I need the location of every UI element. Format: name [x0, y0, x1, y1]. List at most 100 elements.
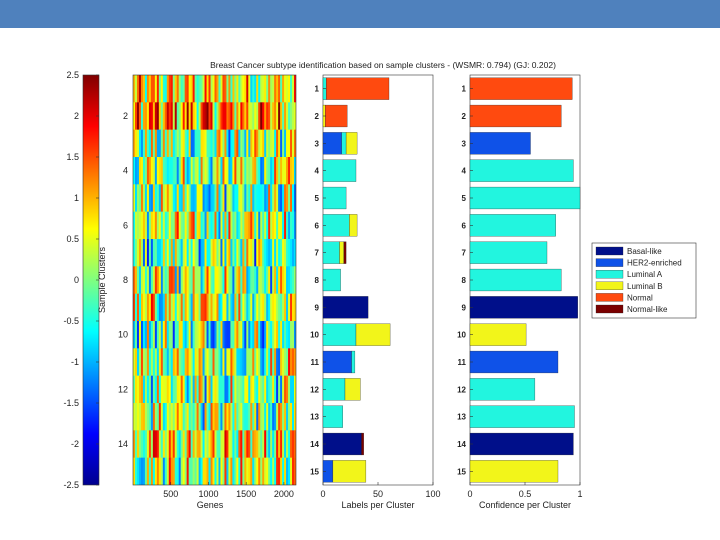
- confidence-bar: [469, 405, 575, 428]
- heatmap-cell: [274, 239, 277, 267]
- heatmap-cell: [136, 157, 140, 185]
- heatmap-cell: [226, 239, 229, 267]
- heatmap-cell: [148, 403, 152, 431]
- heatmap-ytick-label: 2: [123, 111, 128, 121]
- heatmap-cell: [230, 239, 233, 267]
- heatmap-cell: [162, 75, 166, 103]
- heatmap-cell: [246, 321, 249, 349]
- heatmap-cell: [170, 129, 174, 158]
- heatmap-cell: [190, 102, 194, 130]
- heatmap-cell: [186, 266, 190, 294]
- heatmap-cell: [152, 293, 156, 322]
- heatmap-cell: [262, 457, 265, 485]
- heatmap-cell: [260, 129, 263, 158]
- heatmap-cell: [210, 403, 213, 431]
- heatmap-cell: [226, 293, 229, 322]
- heatmap-cell: [142, 157, 146, 185]
- heatmap-cell: [242, 266, 245, 294]
- heatmap-cell: [236, 211, 239, 240]
- heatmap-cell: [170, 266, 174, 294]
- heatmap-cell: [133, 430, 136, 458]
- heatmap-cell: [244, 211, 247, 240]
- heatmap-cell: [220, 75, 223, 103]
- heatmap-cell: [184, 75, 188, 103]
- heatmap-cell: [134, 266, 138, 294]
- heatmap-cell: [250, 321, 253, 349]
- heatmap-cell: [154, 375, 158, 404]
- heatmap-cell: [178, 375, 182, 404]
- heatmap-cell: [232, 75, 235, 103]
- heatmap-cell: [180, 75, 184, 103]
- heatmap-cell: [196, 75, 199, 103]
- heatmap-cell: [252, 102, 255, 130]
- heatmap-cell: [254, 266, 257, 294]
- heatmap-cell: [152, 211, 156, 240]
- heatmap-cell: [164, 129, 168, 158]
- heatmap-cell: [142, 293, 146, 322]
- heatmap-cell: [270, 403, 273, 431]
- heatmap-ytick-label: 12: [118, 384, 128, 394]
- heatmap-cell: [148, 430, 152, 458]
- heatmap-cell: [142, 75, 146, 103]
- heatmap-cell: [240, 403, 243, 431]
- heatmap-cell: [290, 266, 293, 294]
- heatmap-cell: [146, 184, 150, 212]
- heatmap-cell: [222, 321, 225, 349]
- heatmap-cell: [202, 457, 205, 485]
- heatmap-cell: [282, 375, 285, 404]
- heatmap-cell: [250, 430, 253, 458]
- heatmap-cell: [182, 239, 186, 267]
- heatmap-cell: [216, 211, 219, 240]
- heatmap-cell: [284, 129, 287, 158]
- heatmap-cell: [214, 321, 217, 349]
- heatmap-cell: [294, 75, 296, 103]
- heatmap-cell: [210, 184, 213, 212]
- heatmap-cell: [190, 266, 194, 294]
- heatmap-cell: [244, 239, 247, 267]
- heatmap-cell: [182, 75, 186, 103]
- heatmap-cell: [204, 375, 207, 404]
- heatmap-cell: [148, 321, 152, 349]
- heatmap-cell: [192, 430, 196, 458]
- heatmap-cell: [134, 321, 138, 349]
- labels-bar-segment: [322, 350, 352, 374]
- heatmap-cell: [260, 157, 263, 185]
- heatmap-cell: [290, 75, 293, 103]
- confidence-bar: [469, 77, 573, 100]
- heatmap-cell: [256, 75, 259, 103]
- heatmap-cell: [198, 239, 201, 267]
- heatmap-cell: [254, 129, 257, 158]
- heatmap-cell: [154, 293, 158, 322]
- heatmap-cell: [272, 129, 275, 158]
- heatmap-cell: [268, 129, 271, 158]
- heatmap-cell: [134, 375, 138, 404]
- heatmap-cell: [140, 157, 144, 185]
- heatmap-cell: [216, 430, 219, 458]
- heatmap-cell: [202, 293, 205, 322]
- heatmap-ytick-label: 4: [123, 166, 128, 176]
- heatmap-cell: [138, 129, 142, 158]
- heatmap-cell: [168, 375, 172, 404]
- heatmap-cell: [192, 321, 196, 349]
- heatmap-cell: [290, 375, 293, 404]
- heatmap-cell: [272, 75, 275, 103]
- heatmap-cell: [204, 211, 207, 240]
- heatmap-cell: [180, 457, 184, 485]
- heatmap-cell: [184, 157, 188, 185]
- heatmap-cell: [170, 457, 174, 485]
- heatmap-cell: [158, 211, 162, 240]
- heatmap-cell: [246, 129, 249, 158]
- heatmap-cell: [224, 457, 227, 485]
- heatmap-cell: [144, 457, 148, 485]
- heatmap-cell: [164, 321, 168, 349]
- heatmap-cell: [222, 266, 225, 294]
- colorbar-tick-label: -1.5: [63, 398, 79, 408]
- heatmap-cell: [272, 293, 275, 322]
- heatmap-cell: [200, 266, 203, 294]
- heatmap-cell: [172, 375, 176, 404]
- labels-bar-segment: [322, 296, 369, 319]
- heatmap-cell: [226, 211, 229, 240]
- heatmap-cell: [228, 430, 231, 458]
- heatmap-cell: [234, 266, 237, 294]
- heatmap-cell: [166, 211, 170, 240]
